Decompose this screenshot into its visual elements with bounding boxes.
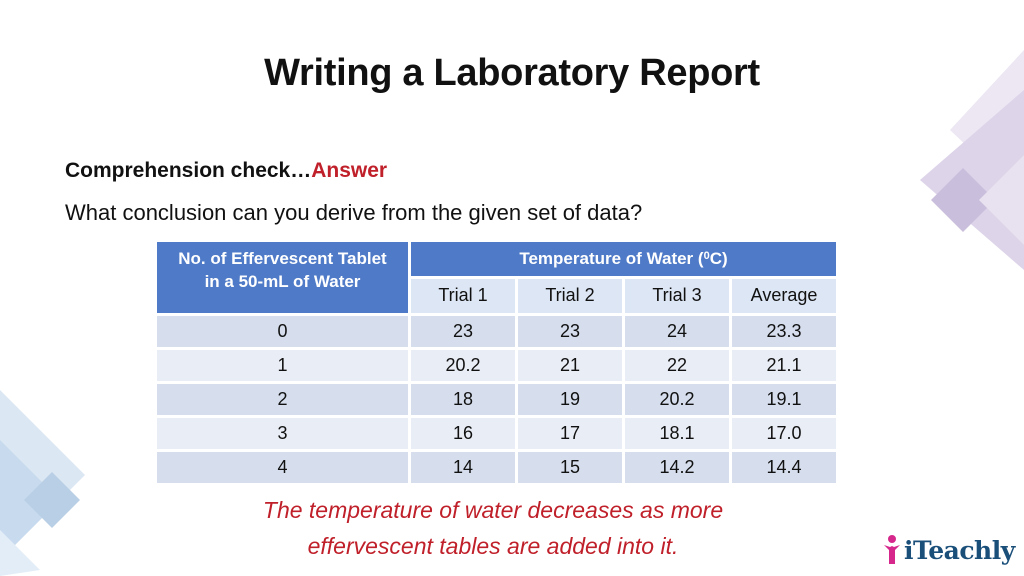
table-cell: 23.3: [730, 314, 839, 350]
table-cell: 4: [157, 450, 411, 486]
table-cell: 20.2: [409, 348, 518, 384]
data-table: No. of Effervescent Tablet in a 50-mL of…: [157, 242, 839, 486]
table-row: 4 14 15 14.2 14.4: [157, 450, 839, 486]
table-cell: 22: [623, 348, 732, 384]
table-cell: 23: [516, 314, 625, 350]
table-row: 0 23 23 24 23.3: [157, 314, 839, 350]
comprehension-check-heading: Comprehension check…Answer: [65, 159, 387, 183]
table-cell: 17.0: [730, 416, 839, 452]
table-cell: 2: [157, 382, 411, 418]
subheader-trial-2: Trial 2: [516, 277, 625, 317]
subheader-trial-3: Trial 3: [623, 277, 732, 317]
table-cell: 0: [157, 314, 411, 350]
table-row: 1 20.2 21 22 21.1: [157, 348, 839, 384]
logo-text: iTeachly: [904, 535, 1015, 565]
col1-header-line2: in a 50-mL of Water: [204, 272, 361, 291]
col1-header-line1: No. of Effervescent Tablet: [178, 249, 387, 268]
conclusion-text: The temperature of water decreases as mo…: [0, 492, 986, 564]
decoration-top-right: [920, 50, 1024, 270]
group-header-text: Temperature of Water (: [519, 249, 704, 269]
iteachly-logo: iTeachly: [882, 534, 1015, 566]
conclusion-line-2: effervescent tables are added into it.: [307, 533, 679, 559]
table-cell: 18.1: [623, 416, 732, 452]
decoration-bottom-left: [0, 390, 85, 576]
page-title: Writing a Laboratory Report: [264, 52, 760, 94]
question-text: What conclusion can you derive from the …: [65, 200, 643, 225]
subheader-average: Average: [730, 277, 839, 317]
table-cell: 1: [157, 348, 411, 384]
table-cell: 19: [516, 382, 625, 418]
subheader-trial-1: Trial 1: [409, 277, 518, 317]
table-cell: 3: [157, 416, 411, 452]
table-cell: 17: [516, 416, 625, 452]
table-row: 2 18 19 20.2 19.1: [157, 382, 839, 418]
conclusion-line-1: The temperature of water decreases as mo…: [262, 497, 724, 523]
comprehension-check-label: Comprehension check…: [65, 159, 312, 182]
table-row: 3 16 17 18.1 17.0: [157, 416, 839, 452]
table-cell: 20.2: [623, 382, 732, 418]
figure-icon: [884, 535, 900, 564]
table-cell: 24: [623, 314, 732, 350]
table-cell: 14.4: [730, 450, 839, 486]
table-cell: 15: [516, 450, 625, 486]
group-header-end: C): [709, 249, 728, 269]
col1-header: No. of Effervescent Tablet in a 50-mL of…: [157, 242, 411, 316]
temperature-group-header: Temperature of Water (0C): [409, 242, 839, 279]
table-cell: 23: [409, 314, 518, 350]
table-cell: 21.1: [730, 348, 839, 384]
table-cell: 16: [409, 416, 518, 452]
table-cell: 14.2: [623, 450, 732, 486]
table-cell: 14: [409, 450, 518, 486]
table-cell: 19.1: [730, 382, 839, 418]
answer-label: Answer: [311, 159, 388, 182]
table-cell: 21: [516, 348, 625, 384]
table-cell: 18: [409, 382, 518, 418]
group-header-sup: 0: [703, 250, 710, 263]
